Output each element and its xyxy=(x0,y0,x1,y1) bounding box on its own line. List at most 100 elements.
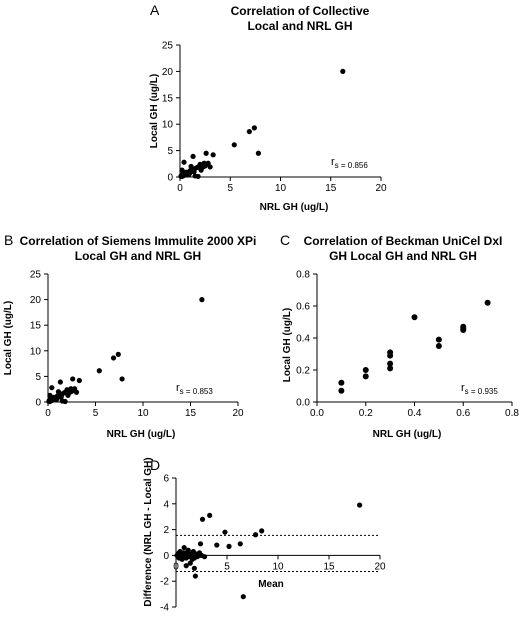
panel-c-xlabel: NRL GH (ug/L) xyxy=(373,429,442,440)
panel-b-title-line2: Local GH and NRL GH xyxy=(75,249,201,263)
panel-d-data-point xyxy=(183,563,189,569)
panel-c-x-tick-label: 0.6 xyxy=(456,408,470,419)
panel-d-y-tick-label: 6 xyxy=(163,474,169,485)
panel-d-x-tick-label: 0 xyxy=(173,561,179,572)
panel-a-xlabel: NRL GH (ug/L) xyxy=(260,202,329,213)
panel-d-data-point xyxy=(187,560,193,566)
panel-d-y-tick-label: -2 xyxy=(160,577,169,588)
panel-c-data-point xyxy=(387,365,394,372)
panel-b-y-tick-label: 25 xyxy=(30,270,42,281)
panel-a-title-line2: Local and NRL GH xyxy=(247,19,352,33)
panel-c-title-line2: GH Local GH and NRL GH xyxy=(329,249,477,263)
panel-a-letter: A xyxy=(150,2,160,18)
panel-d-x-tick-label: 10 xyxy=(272,561,284,572)
panel-a-y-tick-label: 25 xyxy=(162,41,174,52)
panel-d-data-point xyxy=(194,554,201,560)
panel-c-x-tick-label: 0.8 xyxy=(505,408,519,419)
panel-c-data-point xyxy=(484,299,491,306)
panel-d-plot: 0 5 10 15 20 -4 -2 0 2 4 6 xyxy=(160,474,386,614)
panel-c-data-point xyxy=(362,373,369,380)
panel-b-y-tick-label: 20 xyxy=(30,295,42,306)
panel-a-data-point xyxy=(255,150,261,156)
panel-a-data-point xyxy=(179,167,185,173)
panel-a-data-point xyxy=(210,152,216,158)
panel-a-data-point xyxy=(190,153,196,160)
panel-b-data-point xyxy=(96,368,102,374)
panel-a: A Correlation of Collective Local and NR… xyxy=(149,2,387,213)
panel-b-x-tick-label: 5 xyxy=(93,408,99,419)
panel-a-data-point xyxy=(181,159,187,165)
panel-a-x-tick-label: 10 xyxy=(275,183,287,194)
panel-a-title-line1: Correlation of Collective xyxy=(231,4,370,18)
panel-d-x-tick-label: 15 xyxy=(323,561,335,572)
panel-c-x-tick-label: 0.2 xyxy=(359,408,373,419)
panel-c-data-point xyxy=(435,336,442,343)
panel-a-y-tick-label: 5 xyxy=(167,146,173,157)
panel-b-title-line1: Correlation of Siemens Immulite 2000 XPi xyxy=(20,234,257,248)
panel-b-ylabel: Local GH (ug/L) xyxy=(3,301,14,375)
panel-c-title-line1: Correlation of Beckman UniCel DxI xyxy=(304,234,503,248)
panel-a-data-point xyxy=(207,164,213,170)
panel-a-y-tick-label: 15 xyxy=(162,93,174,104)
panel-a-ylabel: Local GH (ug/L) xyxy=(149,74,160,148)
panel-c-plot: 0.0 0.2 0.4 0.6 0.8 0.0 0.2 0.4 0.6 0.8 xyxy=(296,270,519,420)
panel-a-x-tick-label: 5 xyxy=(227,183,233,194)
panel-b-data-point xyxy=(73,389,80,395)
panel-a-data-point xyxy=(231,142,237,148)
panel-c-data-point xyxy=(362,367,369,373)
panel-d-data-point xyxy=(185,547,191,553)
panel-b-data-point xyxy=(47,392,53,398)
panel-d-y-tick-label: -4 xyxy=(160,603,169,614)
panel-c-data-point xyxy=(338,379,345,386)
panel-d-y-tick-label: 4 xyxy=(163,499,169,510)
panel-c-data-point xyxy=(435,343,442,349)
panel-d-data-point xyxy=(192,573,198,579)
panel-d-letter: D xyxy=(150,457,160,473)
panel-b-x-tick-label: 10 xyxy=(137,408,149,419)
panel-d-data-point xyxy=(207,512,213,519)
panel-d-y-tick-label: 2 xyxy=(163,525,169,536)
panel-b-data-point xyxy=(49,385,55,391)
panel-b-y-tick-label: 15 xyxy=(30,321,42,332)
panel-c-data-point xyxy=(387,349,394,356)
panel-c-x-tick-label: 0.4 xyxy=(408,408,422,419)
panel-c-ylabel: Local GH (ug/L) xyxy=(282,308,293,382)
panel-c: C Correlation of Beckman UniCel DxI GH L… xyxy=(280,232,519,440)
panel-b-y-tick-label: 10 xyxy=(30,346,42,357)
panel-b-plot: 0 5 10 15 20 0 5 10 15 20 25 xyxy=(30,270,244,420)
panel-b-data-point xyxy=(76,377,82,384)
panel-a-y-tick-label: 0 xyxy=(167,173,173,184)
panel-b-data-point xyxy=(110,355,117,361)
panel-b-y-tick-label: 0 xyxy=(35,398,41,409)
panel-c-letter: C xyxy=(280,232,290,248)
panel-a-data-point xyxy=(340,68,346,74)
panel-a-x-tick-label: 20 xyxy=(375,183,387,194)
panel-c-y-tick-label: 0.0 xyxy=(296,398,310,409)
panel-d-data-point xyxy=(222,529,228,535)
panel-b-data-point xyxy=(115,351,121,357)
panel-d-data-point xyxy=(357,502,363,508)
panel-b-x-tick-label: 0 xyxy=(45,408,51,419)
panel-c-y-tick-label: 0.4 xyxy=(296,334,310,345)
panel-d-data-point xyxy=(214,542,220,548)
panel-a-y-tick-label: 10 xyxy=(162,120,174,131)
panel-b-x-tick-label: 15 xyxy=(185,408,197,419)
panel-a-data-point xyxy=(251,125,257,131)
panel-a-x-tick-label: 0 xyxy=(177,183,183,194)
panel-c-y-tick-label: 0.8 xyxy=(296,270,310,281)
panel-a-data-point xyxy=(203,150,209,156)
panel-a-rs: rs = 0.856 xyxy=(331,156,368,170)
panel-d: D 0 5 10 15 20 -4 -2 0 2 4 6 Mean Difference (NRL … xyxy=(143,457,386,614)
panel-b: B Correlation of Siemens Immulite 2000 X… xyxy=(3,232,256,440)
panel-d-data-point xyxy=(181,545,187,551)
panel-a-data-point xyxy=(246,128,252,135)
panel-a-y-tick-label: 20 xyxy=(162,67,174,78)
panel-d-data-point xyxy=(252,532,259,538)
panel-d-x-tick-label: 20 xyxy=(374,561,386,572)
panel-d-data-point xyxy=(226,543,232,549)
panel-c-rs: rs = 0.935 xyxy=(461,382,498,396)
panel-b-y-tick-label: 5 xyxy=(35,372,41,383)
panel-a-plot: 0 5 10 15 20 0 5 10 15 20 25 xyxy=(162,41,387,195)
panel-c-data-point xyxy=(460,323,467,330)
